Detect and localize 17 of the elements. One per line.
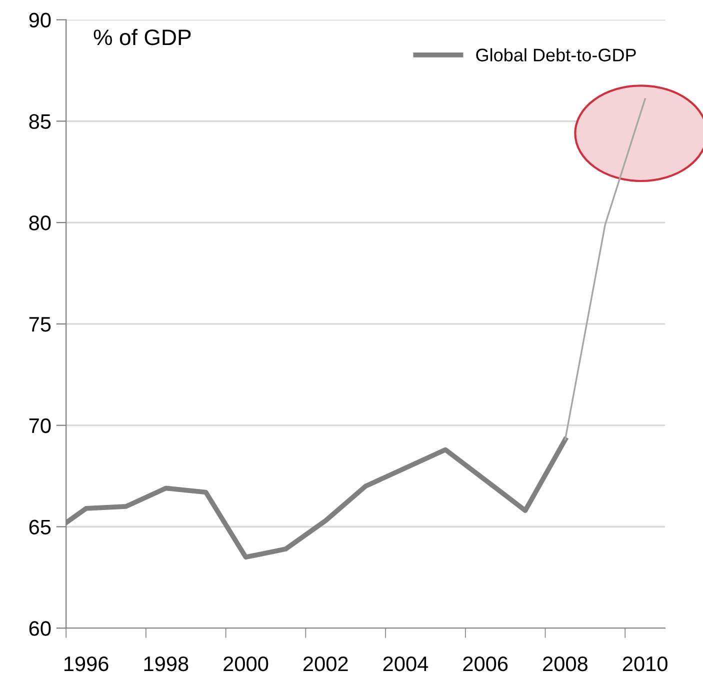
y-tick-label: 75 (29, 317, 51, 332)
legend-label: Global Debt-to-GDP (476, 48, 636, 62)
x-tick-label: 2004 (383, 656, 428, 672)
y-tick-label: 70 (29, 418, 51, 434)
x-tick-label: 1996 (64, 656, 108, 672)
x-tick-label: 2000 (224, 656, 268, 672)
x-tick-label: 2006 (463, 656, 508, 672)
y-tick-label: 60 (29, 621, 51, 636)
y-tick-label: 85 (29, 114, 51, 129)
x-tick-label: 2008 (543, 656, 588, 672)
y-axis-title: % of GDP (94, 28, 191, 46)
y-tick-label: 80 (29, 216, 51, 230)
x-tick-label: 1998 (144, 656, 188, 672)
y-tick-label: 65 (29, 520, 51, 534)
x-tick-label: 2010 (622, 656, 668, 672)
x-tick-label: 2002 (304, 656, 348, 672)
y-tick-label: 90 (29, 12, 51, 28)
